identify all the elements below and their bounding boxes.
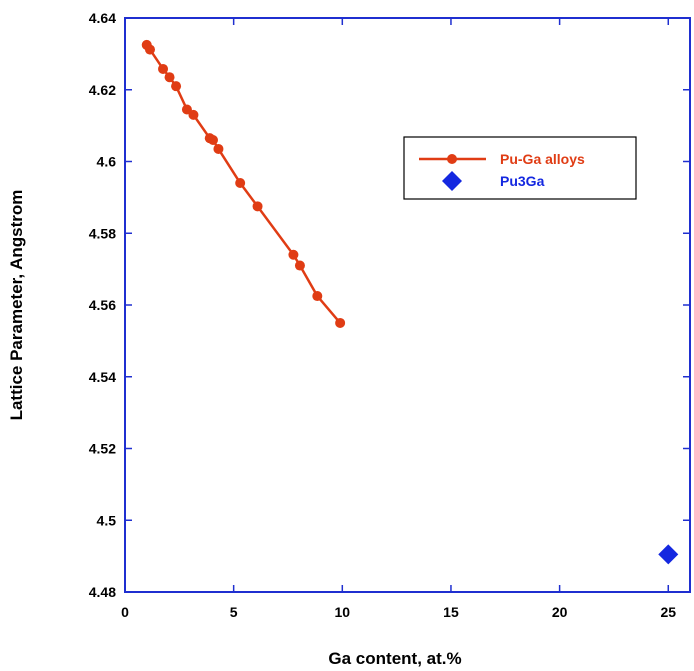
data-point [288,249,299,260]
legend: Pu-Ga alloys Pu3Ga [403,136,637,200]
y-tick-label: 4.5 [97,512,117,528]
data-point [213,143,224,154]
data-point [144,44,155,55]
tick-layer: 4.48 4.5 4.52 4.54 4.56 4.58 4.6 4.62 4.64 0 5 10 15… [89,10,690,620]
data-point [294,260,305,271]
legend-marker-pu-ga [447,154,457,164]
data-point-diamond [658,544,679,565]
y-tick-label: 4.6 [97,154,117,170]
legend-box [403,136,637,200]
y-tick-label: 4.52 [89,441,116,457]
x-axis-title: Ga content, at.% [328,649,461,668]
y-tick-label: 4.48 [89,584,116,600]
y-tick-label: 4.56 [89,297,116,313]
data-point [312,291,323,302]
x-tick-label: 5 [230,604,238,620]
x-tick-label: 0 [121,604,129,620]
x-tick-label: 10 [335,604,351,620]
plot-area [124,17,691,593]
data-point [188,109,199,120]
y-tick-label: 4.64 [89,10,116,26]
data-point [158,63,169,74]
y-tick-label: 4.54 [89,369,116,385]
data-point [335,317,346,328]
x-tick-label: 25 [660,604,676,620]
data-point [164,72,175,83]
data-point [208,134,219,145]
y-axis-title: Lattice Parameter, Angstrom [7,190,26,421]
legend-label-pu-ga: Pu-Ga alloys [500,151,585,167]
y-tick-label: 4.62 [89,82,116,98]
data-point [252,201,263,212]
data-layer [141,39,679,565]
data-point [171,81,182,92]
legend-label-pu3ga: Pu3Ga [500,173,545,189]
legend-marker-pu3ga [442,171,462,191]
x-tick-label: 20 [552,604,568,620]
y-tick-label: 4.58 [89,225,116,241]
data-point [235,178,246,189]
x-tick-label: 15 [443,604,459,620]
